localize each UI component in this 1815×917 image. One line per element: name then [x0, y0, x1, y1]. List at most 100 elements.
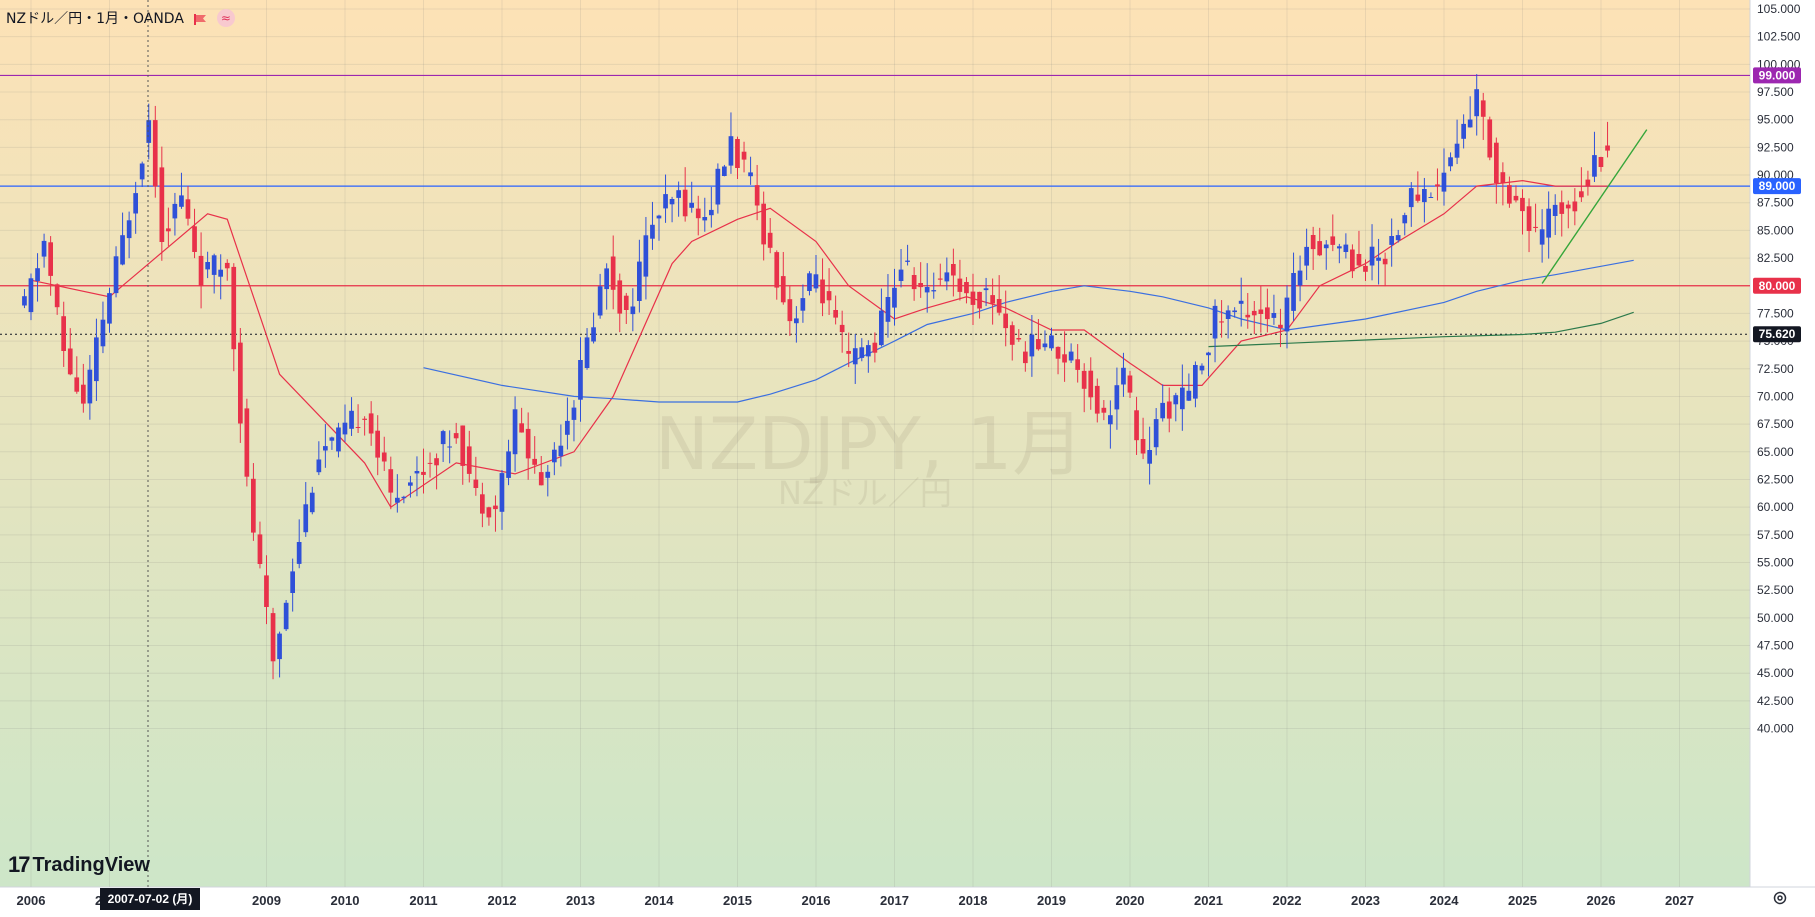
candle-body[interactable]: [780, 276, 786, 303]
candle-body[interactable]: [1055, 346, 1061, 359]
candle-body[interactable]: [466, 446, 472, 474]
candle-body[interactable]: [1402, 215, 1408, 224]
candle-body[interactable]: [1068, 351, 1074, 361]
candle-body[interactable]: [1415, 194, 1421, 201]
candle-body[interactable]: [61, 316, 66, 351]
candle-body[interactable]: [1428, 197, 1434, 198]
candle-body[interactable]: [898, 269, 904, 281]
candle-body[interactable]: [1533, 226, 1538, 228]
candle-body[interactable]: [813, 274, 819, 289]
trendline-segment[interactable]: [1541, 129, 1648, 284]
candle-body[interactable]: [879, 310, 884, 346]
candle-body[interactable]: [87, 369, 93, 404]
candle-body[interactable]: [368, 413, 374, 434]
candle-body[interactable]: [1467, 119, 1473, 128]
candle-body[interactable]: [1219, 321, 1224, 323]
candle-body[interactable]: [1016, 338, 1022, 340]
candle-body[interactable]: [244, 408, 250, 477]
candle-body[interactable]: [1160, 402, 1165, 419]
candle-body[interactable]: [1127, 375, 1133, 393]
candle-body[interactable]: [205, 262, 210, 270]
candle-body[interactable]: [41, 240, 47, 257]
candle-body[interactable]: [1180, 387, 1185, 410]
candle-body[interactable]: [1140, 439, 1146, 454]
candle-body[interactable]: [741, 151, 747, 160]
candle-body[interactable]: [1108, 415, 1113, 425]
candle-body[interactable]: [1454, 143, 1460, 158]
candle-body[interactable]: [911, 275, 917, 290]
candle-body[interactable]: [630, 306, 636, 315]
candle-body[interactable]: [859, 347, 865, 358]
candle-body[interactable]: [787, 299, 793, 322]
candle-body[interactable]: [552, 449, 557, 463]
candle-body[interactable]: [414, 471, 420, 474]
candle-body[interactable]: [924, 287, 930, 293]
candle-body[interactable]: [1310, 235, 1316, 250]
candle-body[interactable]: [735, 139, 740, 168]
candle-body[interactable]: [1546, 208, 1551, 238]
candle-body[interactable]: [257, 534, 263, 564]
candle-body[interactable]: [1435, 184, 1440, 187]
candle-body[interactable]: [120, 235, 125, 265]
candle-body[interactable]: [794, 318, 799, 324]
candle-body[interactable]: [918, 283, 923, 288]
candle-body[interactable]: [1003, 313, 1008, 329]
candle-body[interactable]: [846, 351, 851, 354]
candle-body[interactable]: [1206, 352, 1211, 356]
candle-body[interactable]: [323, 446, 328, 451]
candle-body[interactable]: [1395, 235, 1401, 241]
candle-body[interactable]: [1422, 189, 1427, 203]
candle-body[interactable]: [1081, 370, 1087, 389]
candle-body[interactable]: [401, 496, 407, 499]
candle-body[interactable]: [395, 497, 400, 503]
candle-body[interactable]: [283, 602, 289, 630]
candle-body[interactable]: [473, 479, 479, 488]
candle-body[interactable]: [1009, 325, 1015, 345]
candle-body[interactable]: [453, 433, 459, 439]
candle-body[interactable]: [67, 348, 73, 375]
candle-body[interactable]: [48, 242, 53, 276]
candle-body[interactable]: [1363, 265, 1368, 272]
candle-body[interactable]: [990, 295, 995, 304]
candle-body[interactable]: [604, 268, 609, 290]
candle-body[interactable]: [113, 256, 119, 294]
candle-body[interactable]: [303, 504, 309, 533]
candle-body[interactable]: [270, 613, 276, 662]
candle-body[interactable]: [1284, 297, 1290, 332]
candle-body[interactable]: [1494, 142, 1499, 184]
candle-body[interactable]: [192, 226, 197, 252]
candle-body[interactable]: [290, 571, 295, 593]
candle-body[interactable]: [1029, 334, 1035, 357]
candle-body[interactable]: [231, 266, 237, 350]
candle-body[interactable]: [421, 471, 426, 475]
tradingview-logo[interactable]: 17 TradingView: [8, 852, 150, 878]
candle-body[interactable]: [126, 220, 132, 239]
candle-body[interactable]: [709, 209, 714, 216]
candle-body[interactable]: [656, 215, 662, 219]
candle-body[interactable]: [486, 507, 492, 518]
candle-body[interactable]: [1507, 185, 1512, 204]
candle-body[interactable]: [1605, 145, 1610, 151]
candle-body[interactable]: [28, 278, 34, 313]
candle-body[interactable]: [1212, 305, 1218, 339]
candle-body[interactable]: [133, 193, 138, 214]
candle-body[interactable]: [761, 203, 766, 245]
candle-body[interactable]: [610, 256, 616, 290]
candle-body[interactable]: [1278, 324, 1283, 329]
candle-body[interactable]: [493, 505, 498, 510]
candle-body[interactable]: [159, 167, 165, 242]
candle-body[interactable]: [722, 166, 727, 177]
candle-body[interactable]: [1520, 197, 1525, 212]
candle-body[interactable]: [35, 268, 40, 281]
candle-body[interactable]: [1291, 273, 1296, 311]
candle-body[interactable]: [951, 264, 956, 276]
candle-body[interactable]: [650, 224, 655, 239]
candle-body[interactable]: [852, 348, 858, 365]
candle-body[interactable]: [1199, 365, 1205, 371]
candle-body[interactable]: [1323, 244, 1329, 249]
candle-body[interactable]: [931, 290, 937, 292]
candle-body[interactable]: [839, 324, 845, 333]
candle-body[interactable]: [597, 286, 603, 316]
candle-body[interactable]: [695, 208, 701, 219]
candle-body[interactable]: [166, 228, 171, 232]
